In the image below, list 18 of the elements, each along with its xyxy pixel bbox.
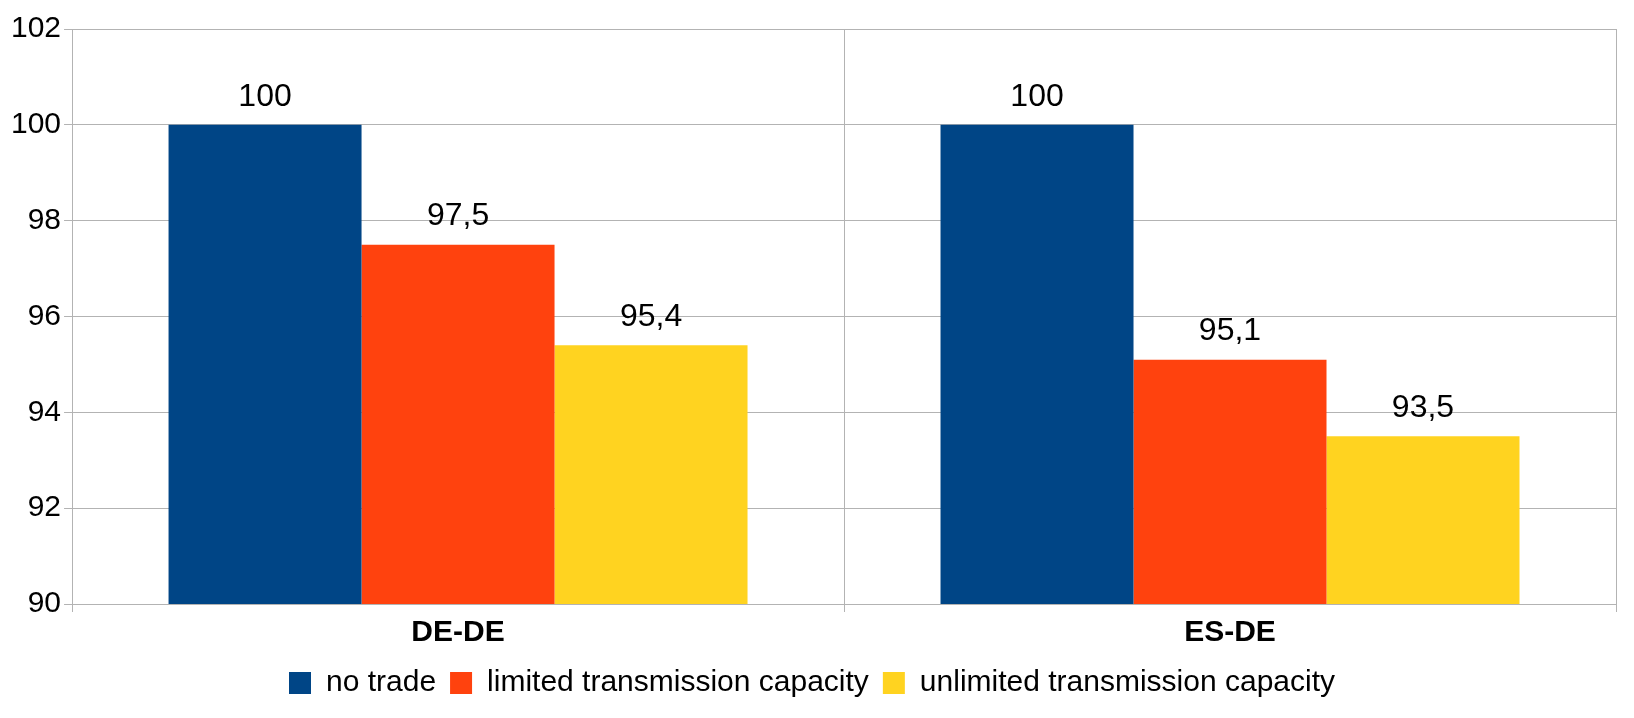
data-label: 100 (238, 76, 292, 113)
y-tick-label: 102 (10, 10, 62, 44)
y-tick-label: 92 (27, 489, 62, 523)
data-label: 95,1 (1198, 311, 1262, 348)
y-tick-label: 90 (27, 585, 62, 619)
legend-label: limited transmission capacity (487, 664, 869, 698)
legend-label: unlimited transmission capacity (919, 664, 1336, 698)
data-label: 95,4 (619, 297, 683, 334)
x-tick-label: ES-DE (1184, 614, 1276, 648)
data-label: 100 (1010, 76, 1064, 113)
x-tick-label: DE-DE (411, 614, 505, 648)
legend-label: no trade (325, 664, 437, 698)
y-tick-label: 94 (27, 393, 62, 427)
data-label: 97,5 (426, 196, 490, 233)
y-tick-label: 100 (10, 106, 62, 140)
y-tick-label: 98 (27, 201, 62, 235)
data-label: 93,5 (1391, 388, 1455, 425)
y-tick-label: 96 (27, 297, 62, 331)
